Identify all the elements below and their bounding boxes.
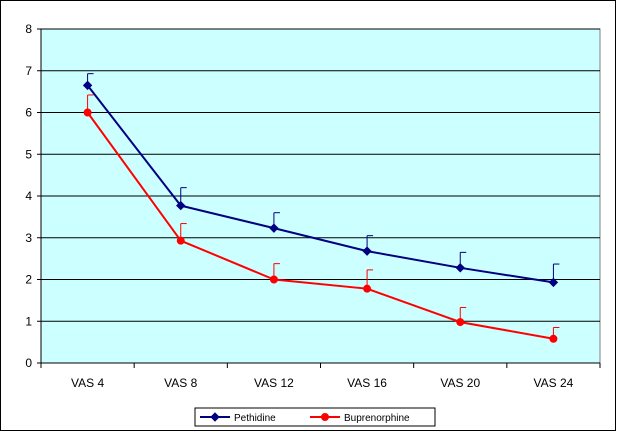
buprenorphine-point [83, 108, 92, 117]
x-tick-label: VAS 12 [254, 376, 294, 390]
x-tick-label: VAS 24 [534, 376, 574, 390]
y-tick-label: 1 [25, 314, 32, 328]
gridlines [41, 28, 600, 322]
legend-marker-pethidine [210, 412, 220, 422]
series-lines [86, 84, 554, 340]
buprenorphine-point [549, 334, 558, 343]
pethidine-point [82, 80, 93, 91]
x-tick-label: VAS 4 [71, 376, 104, 390]
legend-label-buprenorphine: Buprenorphine [344, 413, 410, 424]
x-axis: VAS 4 VAS 8 VAS 12 VAS 16 VAS 20 VAS 24 [40, 362, 601, 390]
y-tick-label: 5 [25, 147, 32, 161]
buprenorphine-point [176, 236, 185, 245]
pethidine-point [362, 246, 372, 256]
pethidine-point [269, 223, 279, 233]
buprenorphine-line [86, 111, 554, 340]
pethidine-line [86, 84, 554, 284]
y-tick-label: 4 [25, 189, 32, 203]
buprenorphine-point [363, 284, 372, 293]
x-tick-label: VAS 16 [347, 376, 387, 390]
y-tick-label: 7 [25, 64, 32, 78]
legend: Pethidine Buprenorphine [194, 407, 436, 427]
legend-marker-buprenorphine [321, 413, 329, 421]
x-tick-label: VAS 8 [164, 376, 197, 390]
y-axis: 0 1 2 3 4 5 6 7 8 [25, 22, 42, 370]
y-tick-label: 0 [25, 356, 32, 370]
x-tick-label: VAS 20 [440, 376, 480, 390]
y-tick-label: 2 [25, 273, 32, 287]
pethidine-point [455, 263, 465, 273]
pethidine-point [548, 277, 559, 288]
buprenorphine-point [456, 318, 465, 327]
legend-label-pethidine: Pethidine [234, 413, 276, 424]
pethidine-point [176, 200, 186, 211]
y-tick-label: 3 [25, 231, 32, 245]
series-markers [82, 80, 559, 343]
y-tick-label: 8 [25, 22, 32, 36]
y-tick-label: 6 [25, 106, 32, 120]
buprenorphine-point [269, 275, 278, 284]
